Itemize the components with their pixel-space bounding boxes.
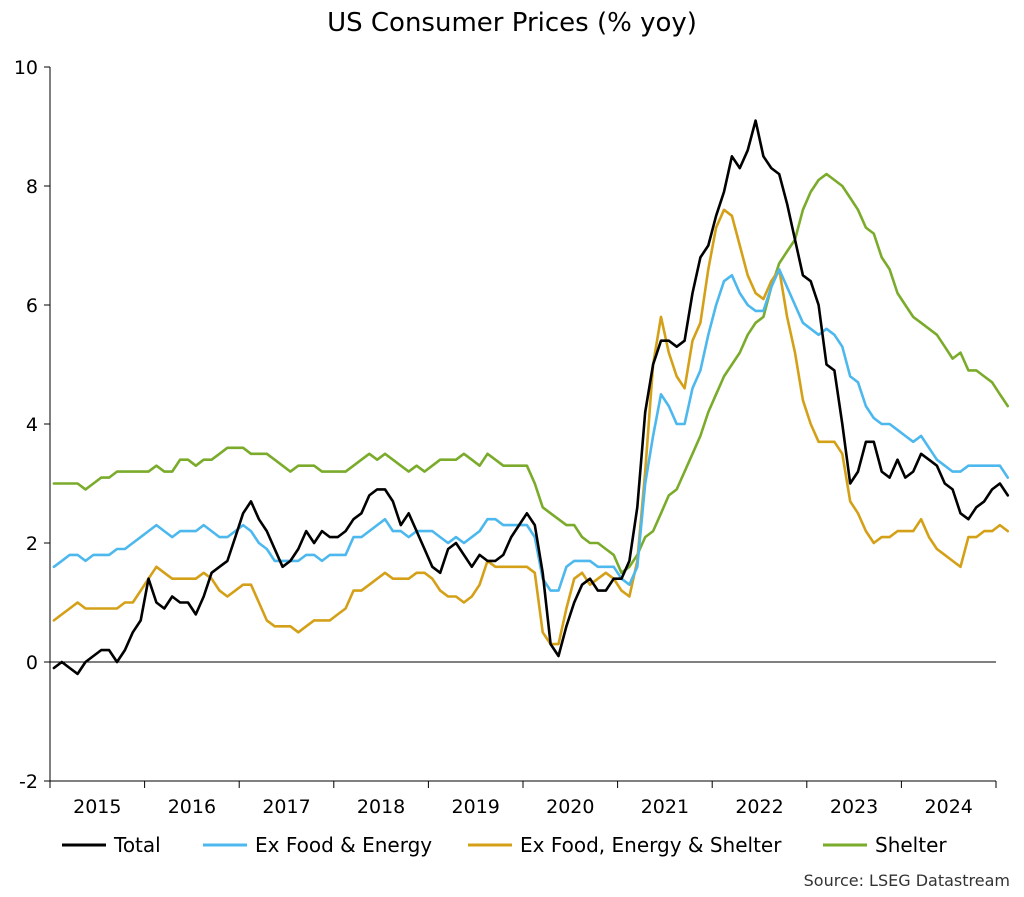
legend-label: Ex Food, Energy & Shelter <box>520 833 782 857</box>
y-tick-label: -2 <box>19 771 38 793</box>
series-line-shelter <box>52 172 1010 575</box>
series-line-ex-food-energy-shelter <box>52 208 1010 646</box>
x-tick-label: 2019 <box>452 796 500 818</box>
y-tick-label: 2 <box>26 533 38 555</box>
legend: Total Ex Food & Energy Ex Food, Energy & S… <box>62 833 947 857</box>
y-tick-label: 0 <box>26 652 38 674</box>
legend-label: Total <box>113 833 161 857</box>
series-line-total <box>52 119 1010 676</box>
x-tick-label: 2020 <box>546 796 594 818</box>
x-tick-label: 2022 <box>735 796 783 818</box>
series-line-ex-food-energy <box>52 267 1010 592</box>
x-tick-label: 2015 <box>73 796 121 818</box>
x-tick-label: 2017 <box>262 796 310 818</box>
series-lines <box>52 119 1010 676</box>
axes: -2 0 2 4 6 8 10 2015 2016 2017 2018 2019 2020 2021 202… <box>14 57 997 818</box>
legend-label: Ex Food & Energy <box>255 833 432 857</box>
y-tick-label: 6 <box>26 295 38 317</box>
x-tick-label: 2023 <box>830 796 878 818</box>
x-tick-label: 2016 <box>168 796 216 818</box>
y-tick-label: 10 <box>14 57 38 79</box>
x-tick-label: 2018 <box>357 796 405 818</box>
chart-title: US Consumer Prices (% yoy) <box>327 8 697 38</box>
x-tick-label: 2024 <box>925 796 973 818</box>
source-note: Source: LSEG Datastream <box>804 871 1010 890</box>
y-tick-label: 4 <box>26 414 38 436</box>
x-tick-label: 2021 <box>641 796 689 818</box>
legend-label: Shelter <box>875 833 947 857</box>
y-tick-label: 8 <box>26 176 38 198</box>
